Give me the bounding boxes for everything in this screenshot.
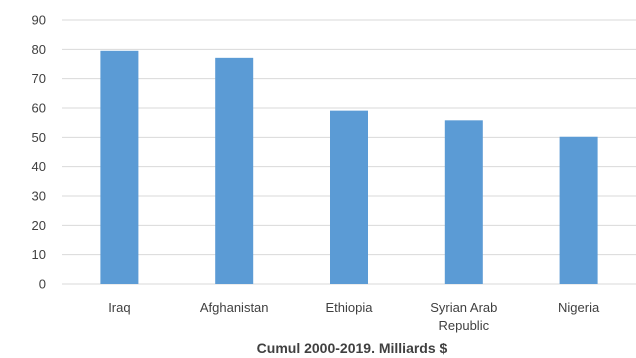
bar <box>559 136 598 284</box>
y-tick-label: 50 <box>32 130 46 145</box>
x-category-label: Syrian Arab Republic <box>430 300 497 333</box>
y-tick-label: 0 <box>39 277 46 292</box>
bar <box>100 50 139 284</box>
chart-title: Cumul 2000-2019. Milliards $ <box>257 340 448 356</box>
x-category-label: Iraq <box>108 300 130 315</box>
x-category-label-line: Iraq <box>108 300 130 315</box>
x-category-label: Nigeria <box>558 300 600 315</box>
y-tick-label: 90 <box>32 13 46 28</box>
x-category-label: Ethiopia <box>326 300 374 315</box>
y-tick-label: 70 <box>32 71 46 86</box>
x-category-label-line: Syrian Arab <box>430 300 497 315</box>
y-tick-label: 60 <box>32 101 46 116</box>
x-category-label-line: Republic <box>439 318 490 333</box>
bar <box>444 120 483 284</box>
bar <box>215 57 254 285</box>
y-tick-label: 30 <box>32 189 46 204</box>
y-tick-label: 10 <box>32 247 46 262</box>
x-axis-category-labels: Iraq Afghanistan Ethiopia Syrian Arab Republ… <box>108 300 600 333</box>
x-category-label-line: Afghanistan <box>200 300 269 315</box>
bar <box>330 110 368 284</box>
bars <box>100 50 598 285</box>
y-tick-label: 40 <box>32 159 46 174</box>
x-category-label-line: Ethiopia <box>326 300 374 315</box>
y-tick-label: 20 <box>32 218 46 233</box>
x-category-label: Afghanistan <box>200 300 269 315</box>
y-tick-label: 80 <box>32 42 46 57</box>
x-category-label-line: Nigeria <box>558 300 600 315</box>
y-axis-tick-labels: 0 10 20 30 40 50 60 70 80 90 <box>32 13 46 292</box>
